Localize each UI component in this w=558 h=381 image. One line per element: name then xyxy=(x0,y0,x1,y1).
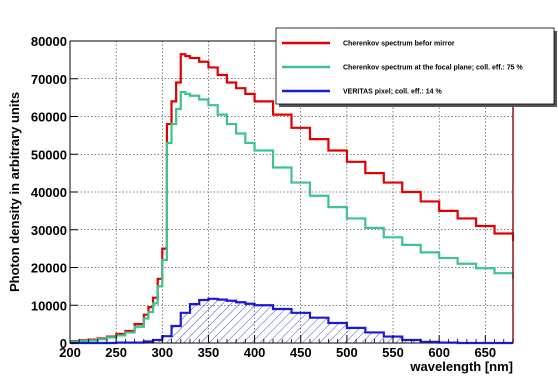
legend-label-teal: Cherenkov spectrum at the focal plane; c… xyxy=(343,65,523,72)
y-tick-label: 0 xyxy=(60,336,67,351)
series-line-2 xyxy=(70,297,513,345)
x-tick-label: 350 xyxy=(198,345,220,360)
x-axis-title: wavelength [nm] xyxy=(409,359,513,374)
axis-ticks xyxy=(69,40,514,344)
x-tick-label: 250 xyxy=(105,345,127,360)
y-tick-label: 50000 xyxy=(31,147,67,162)
y-tick-label: 80000 xyxy=(31,34,67,49)
tick-labels: 200 250 300 350 400 450 500 550 600 650 0 10000 2000… xyxy=(31,34,496,360)
x-tick-label: 400 xyxy=(244,345,266,360)
x-tick-label: 500 xyxy=(336,345,358,360)
legend-label-red: Cherenkov spectrum befor mirror xyxy=(343,41,455,48)
x-tick-label: 450 xyxy=(290,345,312,360)
fill-layer xyxy=(70,298,513,343)
legend: Cherenkov spectrum befor mirror Cherenko… xyxy=(275,27,557,107)
x-tick-label: 600 xyxy=(428,345,450,360)
x-tick-label: 200 xyxy=(59,345,81,360)
y-tick-label: 30000 xyxy=(31,223,67,238)
veritas-hatch-fill xyxy=(70,298,513,343)
y-tick-label: 40000 xyxy=(31,185,67,200)
x-tick-label: 550 xyxy=(382,345,404,360)
x-tick-label: 300 xyxy=(151,345,173,360)
grid xyxy=(69,40,513,343)
y-tick-label: 70000 xyxy=(31,72,67,87)
y-tick-label: 60000 xyxy=(31,110,67,125)
x-tick-label: 650 xyxy=(474,345,496,360)
series-line-1 xyxy=(70,90,515,343)
y-axis-title: Photon density in arbitrary units xyxy=(7,92,22,292)
legend-label-blue: VERITAS pixel; coll. eff.: 14 % xyxy=(343,89,442,96)
y-tick-label: 20000 xyxy=(31,261,67,276)
y-tick-label: 10000 xyxy=(31,298,67,313)
